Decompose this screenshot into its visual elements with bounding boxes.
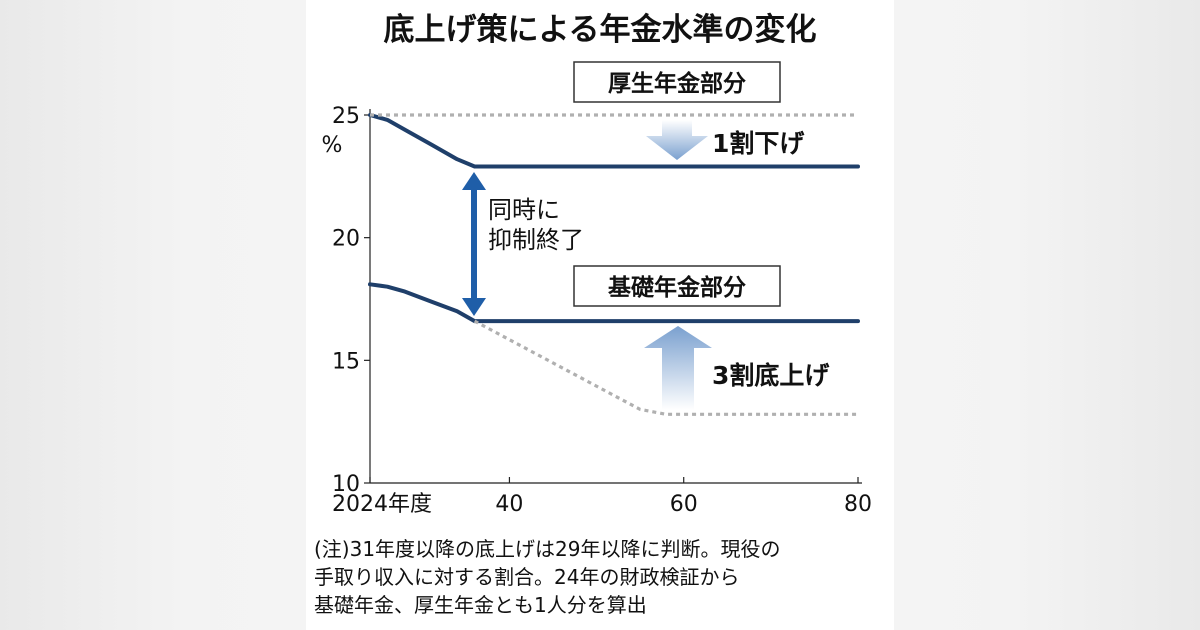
x-tick-label: 80 (844, 492, 872, 517)
y-axis: 25 20 15 10 (332, 104, 371, 497)
down-arrow-icon (646, 120, 708, 160)
x-tick-label: 60 (670, 492, 698, 517)
arrow-up-head-icon (462, 172, 486, 190)
note-line-2: 手取り収入に対する割合。24年の財政検証から (314, 565, 739, 589)
arrow-down-head-icon (462, 298, 486, 316)
simultaneous-label-1: 同時に (488, 196, 560, 224)
y-tick-label: 20 (332, 227, 360, 252)
up-arrow-icon (644, 326, 712, 410)
chart-title: 底上げ策による年金水準の変化 (383, 12, 816, 48)
y-tick-label: 15 (332, 349, 360, 374)
pension-level-chart: 底上げ策による年金水準の変化 25 20 15 10 % 2024年度 40 60 80 厚… (314, 12, 872, 617)
dotted-series-line-3 (473, 319, 858, 416)
series-line-0 (368, 113, 860, 169)
x-tick-label: 40 (495, 492, 523, 517)
y-axis-unit: % (322, 133, 343, 158)
kosei-label: 厚生年金部分 (608, 70, 746, 97)
y-tick-label: 25 (332, 104, 360, 129)
simultaneous-label-2: 抑制終了 (488, 226, 584, 254)
y-tick-label: 10 (332, 472, 360, 497)
note-line-1: (注)31年度以降の底上げは29年以降に判断。現役の (314, 537, 781, 561)
x-tick-label: 2024年度 (332, 492, 432, 517)
x-axis: 2024年度 40 60 80 (332, 477, 872, 517)
note-line-3: 基礎年金、厚生年金とも1人分を算出 (314, 593, 647, 617)
kiso-change-label: 3割底上げ (712, 361, 830, 390)
kiso-label-box (573, 265, 781, 307)
chart-panel: 底上げ策による年金水準の変化 25 20 15 10 % 2024年度 40 60 80 厚… (306, 0, 894, 630)
kosei-change-label: 1割下げ (712, 129, 805, 158)
kiso-label: 基礎年金部分 (608, 274, 746, 301)
series-layer (368, 113, 860, 416)
kosei-label-box (573, 61, 781, 103)
